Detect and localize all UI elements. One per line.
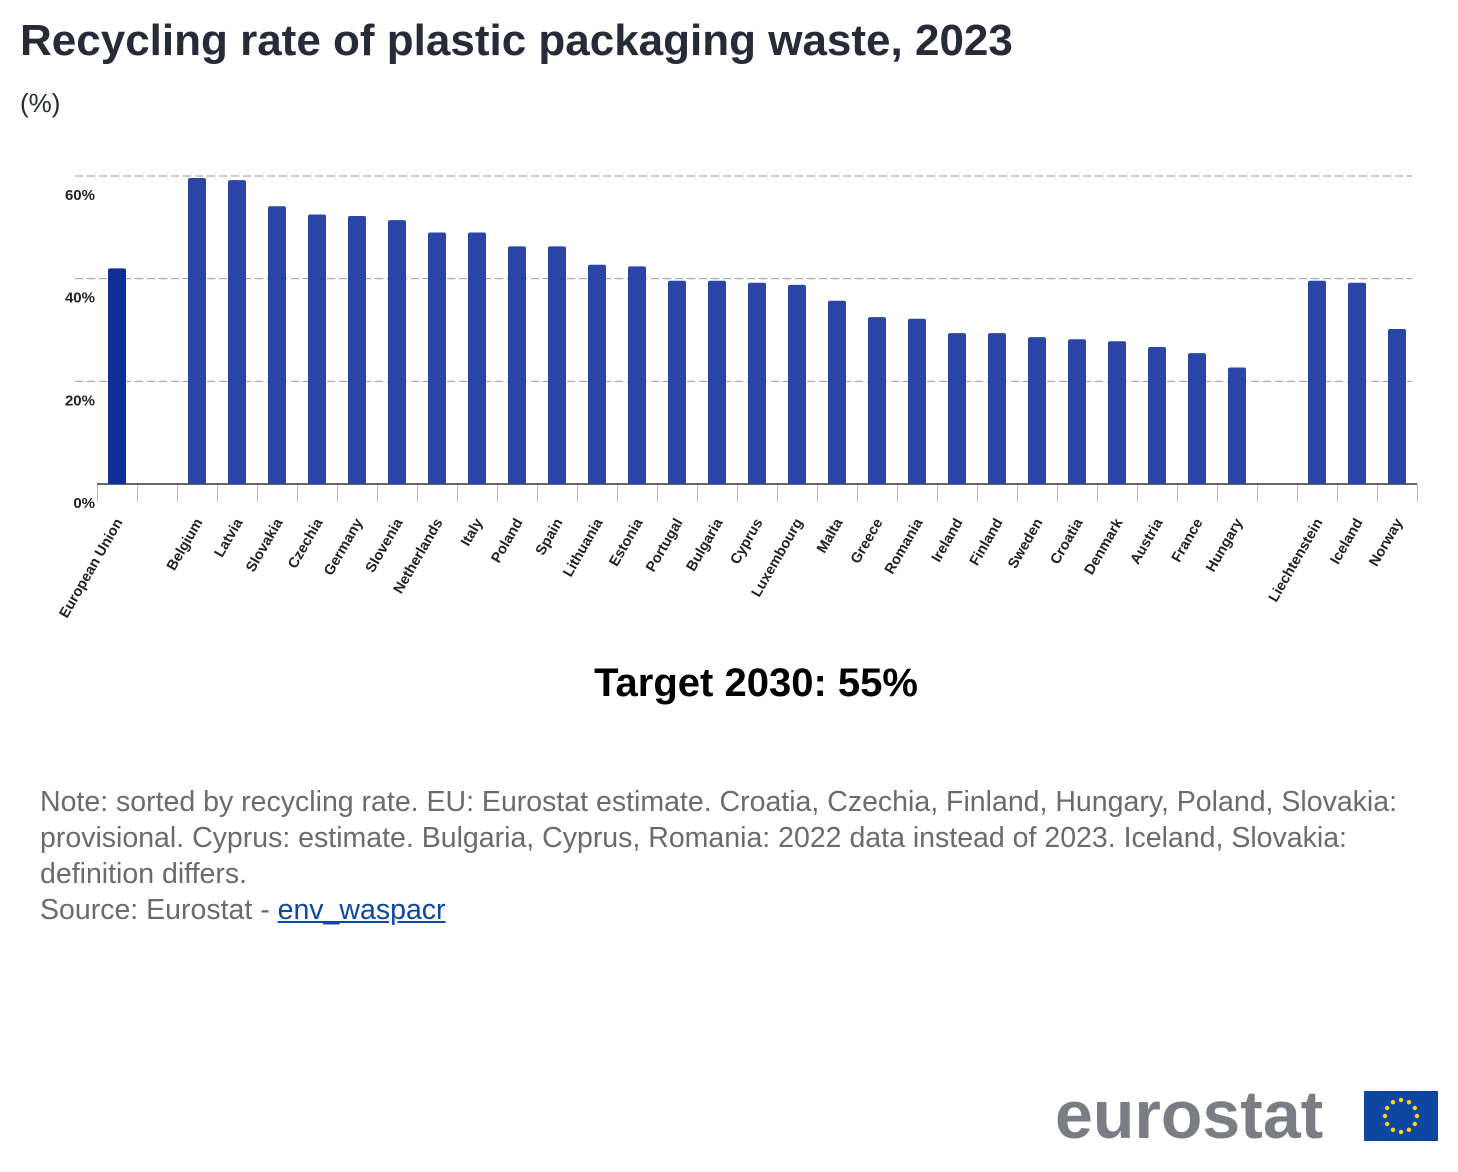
x-tick-label: Sweden xyxy=(1005,516,1046,571)
x-tick-label: Bulgaria xyxy=(684,515,727,574)
bar xyxy=(1188,353,1206,484)
star xyxy=(1412,1105,1418,1111)
x-tick-label: Liechtenstein xyxy=(1266,516,1327,605)
x-tick-label: Estonia xyxy=(606,515,647,569)
source-link[interactable]: env_waspacr xyxy=(277,894,446,926)
x-tick-label: Denmark xyxy=(1082,515,1127,578)
bar xyxy=(828,300,846,484)
x-tick-label: Malta xyxy=(814,515,847,556)
eu-flag xyxy=(1364,1091,1438,1141)
x-tick-label: Austria xyxy=(1128,515,1167,567)
bar xyxy=(1028,337,1046,484)
bar xyxy=(348,216,366,485)
annotation: Target 2030: 55% xyxy=(594,661,918,705)
bar xyxy=(308,214,326,484)
bar xyxy=(1228,367,1246,484)
star xyxy=(1390,1099,1396,1105)
bar xyxy=(708,280,726,484)
bar xyxy=(1148,346,1166,484)
x-tick-label: Greece xyxy=(848,516,886,567)
star xyxy=(1390,1127,1396,1133)
bar xyxy=(868,317,886,484)
star xyxy=(1384,1105,1390,1111)
note-text: Note: sorted by recycling rate. EU: Euro… xyxy=(40,786,1398,890)
x-tick-label: Cyprus xyxy=(728,516,767,567)
star xyxy=(1398,1129,1404,1135)
bar xyxy=(948,333,966,484)
x-tick-label: Romania xyxy=(882,515,927,577)
x-tick-label: Czechia xyxy=(285,515,327,571)
x-tick-label: Poland xyxy=(488,516,526,566)
bar xyxy=(548,246,566,484)
x-tick-label: Lithuania xyxy=(560,515,607,580)
bar xyxy=(588,264,606,484)
x-tick-label: Croatia xyxy=(1048,515,1087,567)
y-tick-label: 60% xyxy=(65,187,95,204)
bar xyxy=(908,318,926,484)
x-tick-label: Finland xyxy=(967,516,1007,569)
star xyxy=(1406,1099,1412,1105)
y-tick-label: 40% xyxy=(65,290,95,307)
star xyxy=(1412,1121,1418,1127)
chart-title: Recycling rate of plastic packaging wast… xyxy=(20,16,1013,65)
bar xyxy=(1068,339,1086,484)
x-tick-label: Iceland xyxy=(1328,516,1367,567)
x-tick-label: Hungary xyxy=(1203,516,1246,575)
x-tick-label: Ireland xyxy=(929,516,967,565)
star xyxy=(1382,1113,1388,1119)
x-tick-label: Italy xyxy=(458,516,486,549)
x-tick-label: Portugal xyxy=(643,516,686,575)
flag-stars xyxy=(1382,1097,1420,1135)
bar xyxy=(188,178,206,484)
bar xyxy=(1348,282,1366,484)
logo-text: eurostat xyxy=(1055,1077,1323,1153)
bar xyxy=(468,232,486,484)
star xyxy=(1406,1127,1412,1133)
x-tick-label: France xyxy=(1169,516,1207,565)
x-tick-label: Germany xyxy=(321,516,366,578)
x-tick-label: Norway xyxy=(1366,516,1406,569)
bar xyxy=(108,268,126,484)
bar xyxy=(988,333,1006,484)
y-tick-label: 20% xyxy=(65,392,95,409)
bar xyxy=(1388,328,1406,484)
bar xyxy=(1108,341,1126,484)
bar xyxy=(268,206,286,484)
x-tick-label: European Union xyxy=(57,516,127,621)
x-tick-label: Slovakia xyxy=(243,515,287,575)
source-text: Source: Eurostat - xyxy=(40,894,278,926)
x-tick-label: Slovenia xyxy=(363,515,407,575)
bar xyxy=(668,280,686,484)
star xyxy=(1384,1121,1390,1127)
bar xyxy=(388,220,406,484)
x-tick-label: Latvia xyxy=(212,515,247,560)
note: Note: sorted by recycling rate. EU: Euro… xyxy=(40,784,1430,928)
x-tick-label: Spain xyxy=(533,516,567,558)
bar xyxy=(1308,280,1326,484)
star xyxy=(1398,1097,1404,1103)
bar xyxy=(788,284,806,484)
bar xyxy=(428,232,446,484)
bar xyxy=(228,180,246,484)
chart-subtitle: (%) xyxy=(20,88,60,118)
bar xyxy=(628,266,646,484)
bar xyxy=(748,282,766,484)
x-tick-label: Belgium xyxy=(164,516,206,574)
bar xyxy=(508,246,526,484)
y-tick-label: 0% xyxy=(73,495,95,512)
star xyxy=(1414,1113,1420,1119)
